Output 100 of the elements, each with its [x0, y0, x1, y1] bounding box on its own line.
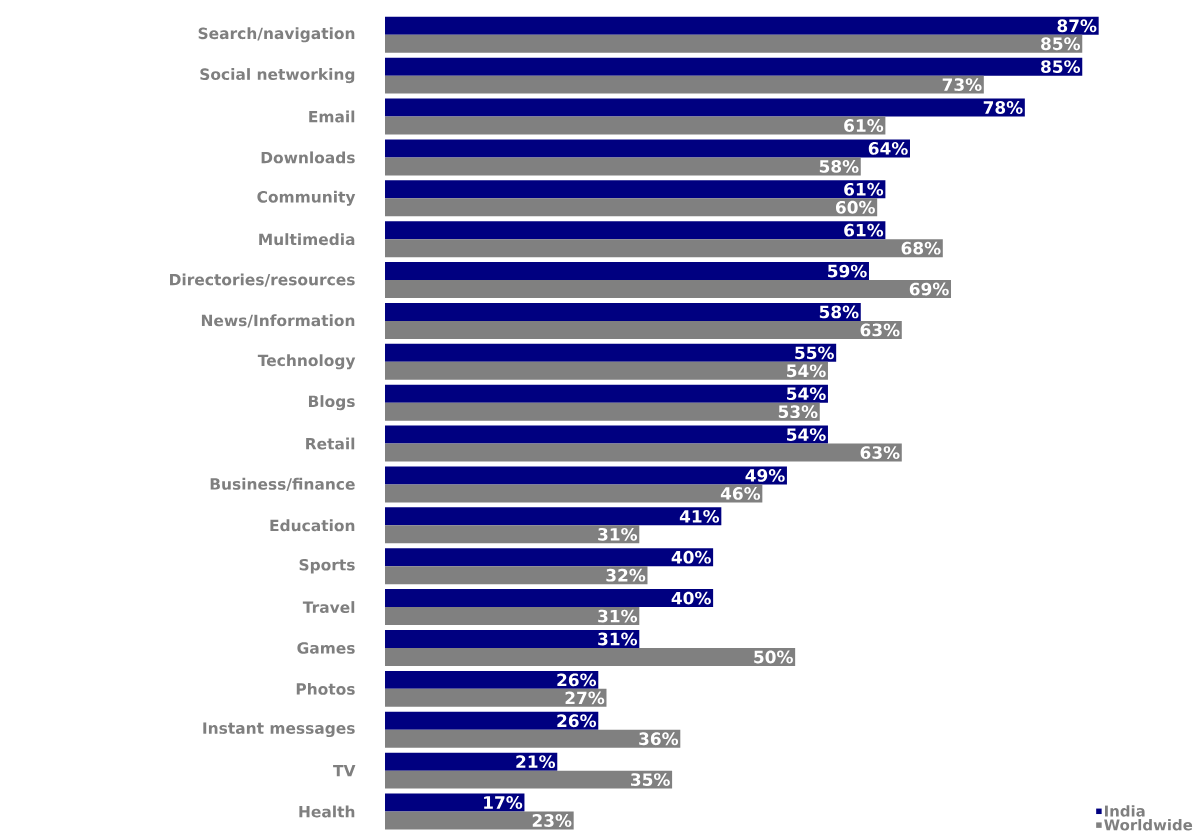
data-label: 31%	[598, 527, 638, 541]
data-label: 63%	[860, 446, 900, 459]
bar	[385, 139, 910, 158]
y-tick-label: Photos	[296, 682, 355, 695]
data-label: 26%	[557, 714, 597, 728]
y-tick-label: Search/navigation	[198, 27, 355, 43]
bar	[385, 711, 599, 730]
data-label: 68%	[901, 241, 941, 255]
bar	[385, 589, 714, 608]
bar	[385, 525, 640, 544]
y-tick-label: Instant messages	[203, 722, 355, 738]
bar	[385, 57, 1083, 76]
data-label: 69%	[909, 282, 949, 296]
bar	[385, 443, 902, 462]
y-tick-label: Blogs	[308, 395, 355, 411]
y-tick-label: Games	[297, 642, 355, 654]
y-tick-label: Downloads	[261, 151, 355, 164]
data-label: 40%	[671, 550, 711, 564]
bar	[385, 566, 648, 585]
bar	[385, 752, 558, 771]
data-label: 31%	[598, 632, 638, 646]
data-label: 78%	[983, 101, 1023, 114]
y-tick-label: Health	[299, 805, 355, 818]
bar	[385, 34, 1083, 53]
data-label: 41%	[679, 509, 720, 523]
data-label: 53%	[778, 405, 818, 419]
bar	[385, 384, 828, 403]
bar	[385, 280, 952, 299]
data-label: 23%	[532, 814, 572, 827]
bar	[385, 507, 722, 526]
bar	[385, 198, 878, 217]
bar	[385, 607, 640, 626]
bar	[385, 647, 796, 666]
y-tick-label: Email	[309, 110, 355, 123]
legend-label: Worldwide	[1104, 818, 1193, 831]
y-tick-label: Education	[270, 519, 355, 532]
legend-label: India	[1105, 805, 1145, 817]
bar	[385, 670, 599, 689]
bar	[385, 630, 640, 648]
data-label: 40%	[671, 591, 711, 605]
data-label: 58%	[819, 305, 859, 319]
data-label: 85%	[1041, 60, 1081, 74]
data-label: 55%	[795, 346, 834, 360]
data-label: 31%	[598, 609, 638, 623]
data-label: 61%	[844, 119, 884, 132]
y-tick-label: Directories/resources	[170, 273, 355, 287]
y-tick-label: Technology	[257, 354, 356, 370]
data-label: 85%	[1041, 37, 1081, 51]
bar	[385, 361, 828, 380]
bar	[385, 811, 574, 830]
data-label: 73%	[942, 78, 982, 92]
data-label: 27%	[565, 691, 605, 705]
bar	[385, 98, 1025, 117]
bar	[385, 548, 714, 567]
bar	[385, 466, 787, 485]
y-tick-label: Sports	[299, 558, 355, 574]
y-tick-label: News/Information	[201, 314, 355, 328]
bar	[385, 75, 984, 94]
bar	[385, 320, 902, 339]
bar	[385, 484, 763, 503]
bar	[385, 302, 861, 321]
bar	[385, 688, 607, 707]
y-tick-label: Community	[257, 190, 356, 206]
bar	[385, 343, 837, 362]
data-label: 58%	[819, 159, 859, 173]
y-tick-label: Multimedia	[259, 233, 355, 246]
bar	[385, 770, 673, 789]
bar	[385, 402, 820, 421]
data-label: 36%	[639, 732, 679, 746]
data-label: 26%	[557, 673, 597, 687]
y-tick-label: Retail	[306, 437, 355, 450]
bar	[385, 157, 861, 176]
data-label: 64%	[868, 141, 908, 155]
bar	[385, 221, 886, 240]
bar	[385, 16, 1099, 35]
data-label: 61%	[844, 182, 884, 196]
y-tick-label: Business/finance	[210, 477, 355, 492]
bar	[385, 729, 681, 748]
data-label: 21%	[516, 755, 556, 769]
data-label: 59%	[828, 264, 867, 278]
data-label: 35%	[631, 773, 670, 787]
data-label: 87%	[1057, 19, 1097, 33]
bar	[385, 793, 525, 812]
data-label: 61%	[844, 223, 884, 237]
bar	[385, 116, 886, 135]
data-label: 63%	[860, 323, 900, 337]
bar	[385, 262, 869, 281]
data-label: 17%	[484, 796, 523, 809]
data-label: 60%	[835, 200, 875, 214]
bar	[385, 180, 886, 199]
y-tick-label: Social networking	[200, 68, 355, 84]
data-label: 50%	[754, 650, 793, 664]
data-label: 54%	[787, 428, 826, 441]
data-label: 46%	[720, 487, 761, 500]
data-label: 54%	[787, 364, 826, 378]
data-label: 49%	[745, 469, 785, 482]
bar	[385, 425, 828, 444]
bar	[385, 239, 943, 258]
y-tick-label: Travel	[302, 601, 355, 614]
data-label: 32%	[606, 568, 646, 582]
